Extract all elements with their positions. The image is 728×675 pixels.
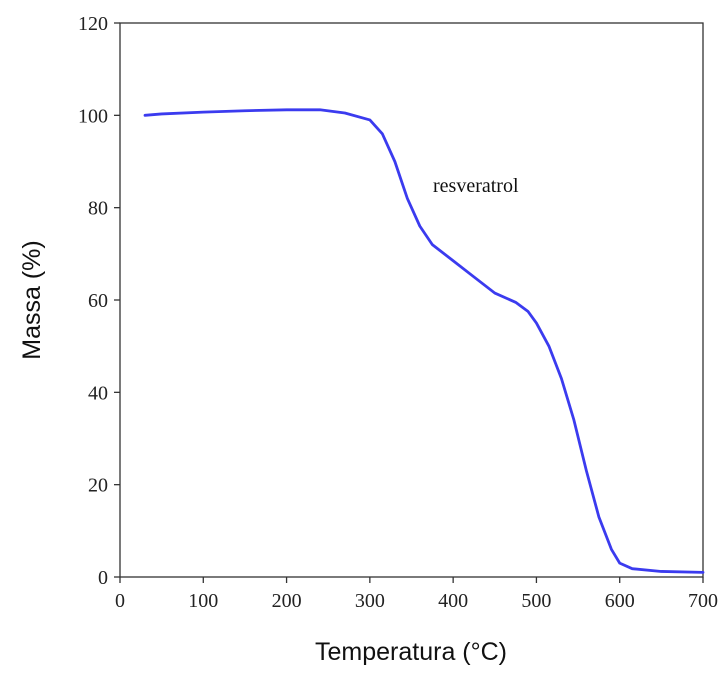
x-tick-label: 100: [188, 590, 218, 612]
y-tick-label: 80: [88, 198, 108, 220]
x-tick-label: 400: [438, 590, 468, 612]
x-tick-label: 200: [272, 590, 302, 612]
y-tick-label: 40: [88, 382, 108, 404]
x-tick-label: 0: [115, 590, 125, 612]
x-tick-label: 300: [355, 590, 385, 612]
y-tick-label: 60: [88, 290, 108, 312]
x-tick-label: 600: [605, 590, 635, 612]
x-axis-title: Temperatura (°C): [315, 638, 507, 666]
y-tick-label: 0: [98, 567, 108, 589]
y-tick-label: 20: [88, 475, 108, 497]
y-axis-title: Massa (%): [18, 240, 46, 359]
x-tick-label: 500: [521, 590, 551, 612]
y-tick-label: 120: [78, 13, 108, 35]
plot-frame: [119, 22, 704, 578]
data-line: [143, 108, 705, 574]
y-tick-label: 100: [78, 105, 108, 127]
curve-annotation: resveratrol: [433, 175, 519, 197]
x-tick-label: 700: [688, 590, 718, 612]
